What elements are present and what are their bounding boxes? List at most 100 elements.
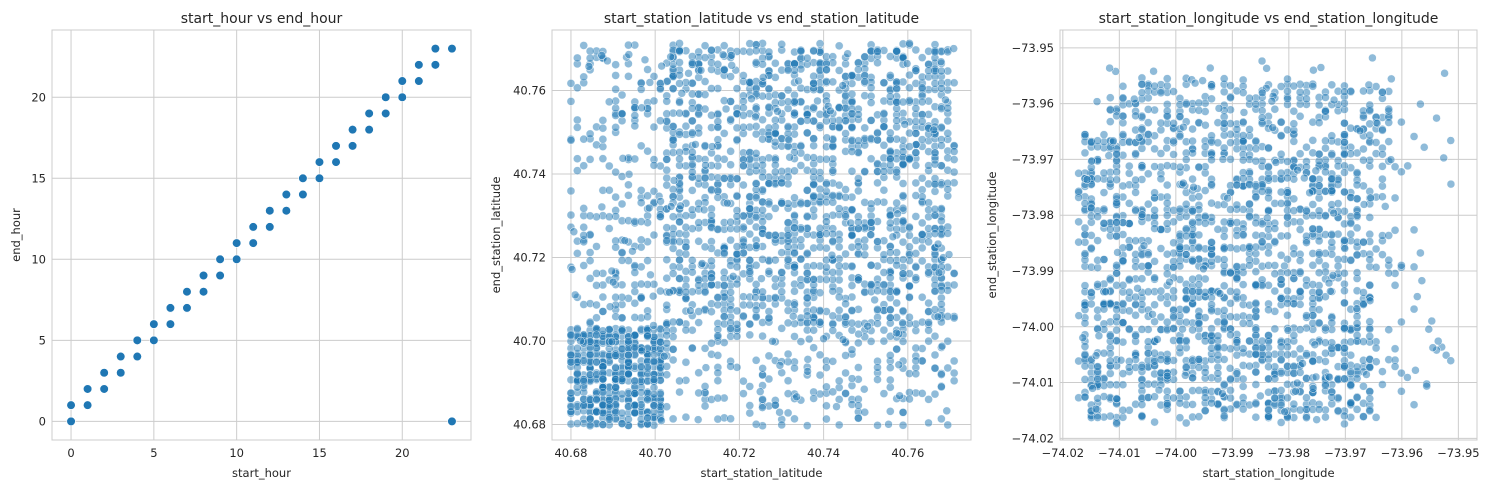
- scatter-point: [1080, 350, 1090, 360]
- scatter-point: [949, 78, 959, 88]
- scatter-point: [1144, 199, 1153, 209]
- scatter-point: [943, 363, 953, 373]
- scatter-point: [751, 312, 761, 322]
- scatter-point: [1131, 300, 1140, 309]
- scatter-point: [700, 382, 710, 391]
- scatter-point: [1251, 218, 1261, 228]
- scatter-point: [822, 179, 831, 189]
- scatter-point: [727, 61, 736, 70]
- scatter-point: [809, 103, 818, 112]
- scatter-point: [1150, 317, 1159, 326]
- scatter-point: [1416, 99, 1425, 109]
- scatter-point: [803, 186, 812, 195]
- scatter-point: [1125, 275, 1134, 284]
- scatter-point: [1321, 338, 1330, 347]
- scatter-point: [644, 203, 654, 213]
- scatter-point: [649, 401, 659, 410]
- scatter-point: [624, 170, 634, 179]
- scatter-point: [1080, 148, 1090, 158]
- scatter-point: [430, 44, 440, 54]
- scatter-point: [636, 235, 646, 245]
- scatter-point: [624, 358, 633, 367]
- scatter-point: [924, 318, 933, 327]
- scatter-point: [1321, 136, 1330, 146]
- scatter-point: [1276, 187, 1286, 197]
- scatter-point: [892, 116, 901, 125]
- scatter-point: [1327, 186, 1337, 196]
- scatter-point: [1226, 93, 1235, 103]
- scatter-point: [1232, 337, 1242, 347]
- scatter-point: [1308, 261, 1318, 270]
- scatter-point: [397, 92, 407, 102]
- scatter-point: [1150, 81, 1159, 91]
- scatter-point: [886, 248, 895, 257]
- scatter-point: [700, 141, 710, 150]
- scatter-point: [364, 108, 374, 119]
- scatter-point: [813, 96, 822, 106]
- scatter-point: [1251, 367, 1261, 377]
- scatter-point: [847, 230, 857, 240]
- scatter-point: [630, 400, 640, 410]
- scatter-point: [648, 291, 658, 301]
- scatter-point: [598, 135, 608, 144]
- scatter-point: [1200, 406, 1210, 416]
- scatter-point: [783, 255, 793, 264]
- scatter-point: [1289, 81, 1299, 91]
- scatter-point: [1308, 200, 1318, 209]
- scatter-point: [1384, 255, 1393, 265]
- scatter-point: [873, 286, 882, 296]
- scatter-point: [1150, 162, 1159, 171]
- scatter-point: [1283, 94, 1292, 104]
- scatter-point: [771, 58, 780, 68]
- scatter-point: [662, 223, 672, 232]
- scatter-point: [1308, 82, 1318, 91]
- scatter-point: [809, 79, 818, 88]
- scatter-point: [1397, 261, 1406, 270]
- scatter-point: [1390, 344, 1400, 354]
- scatter-point: [771, 204, 780, 213]
- scatter-point: [790, 249, 799, 258]
- scatter-point: [719, 248, 729, 258]
- scatter-point: [1213, 350, 1223, 360]
- scatter-point: [892, 198, 901, 208]
- scatter-point: [1137, 325, 1147, 334]
- chart-start-vs-end-longitude: −74.02 −74.01 −74.00 −73.99 −73.98 −73.97 −73.…: [985, 11, 1480, 480]
- scatter-point: [701, 160, 710, 170]
- scatter-point: [1225, 364, 1235, 373]
- scatter-point: [911, 66, 921, 75]
- scatter-point: [700, 173, 710, 183]
- scatter-point: [732, 212, 742, 221]
- scatter-point: [1378, 125, 1387, 135]
- scatter-point: [751, 112, 760, 122]
- scatter-point: [751, 46, 761, 55]
- scatter-point: [1327, 393, 1337, 402]
- scatter-point: [854, 413, 863, 423]
- scatter-point: [1300, 173, 1309, 183]
- scatter-point: [1295, 344, 1305, 354]
- scatter-point: [892, 167, 901, 177]
- scatter-point: [796, 199, 806, 208]
- scatter-point: [745, 408, 755, 418]
- scatter-point: [1245, 336, 1254, 346]
- scatter-point: [794, 76, 803, 86]
- scatter-point: [1251, 412, 1261, 422]
- scatter-point: [611, 123, 620, 132]
- scatter-point: [1359, 288, 1368, 297]
- scatter-point: [649, 375, 659, 384]
- scatter-point: [930, 159, 940, 169]
- scatter-point: [777, 268, 786, 277]
- scatter-point: [898, 237, 908, 247]
- scatter-point: [721, 104, 731, 114]
- scatter-point: [847, 205, 857, 214]
- scatter-point: [847, 109, 857, 118]
- scatter-point: [681, 223, 691, 232]
- scatter-point: [1175, 204, 1185, 214]
- scatter-point: [943, 103, 953, 113]
- scatter-point: [298, 189, 308, 200]
- scatter-point: [866, 98, 876, 107]
- scatter-point: [943, 185, 953, 194]
- scatter-point: [331, 141, 341, 151]
- scatter-point: [873, 363, 882, 372]
- scatter-point: [1245, 93, 1254, 103]
